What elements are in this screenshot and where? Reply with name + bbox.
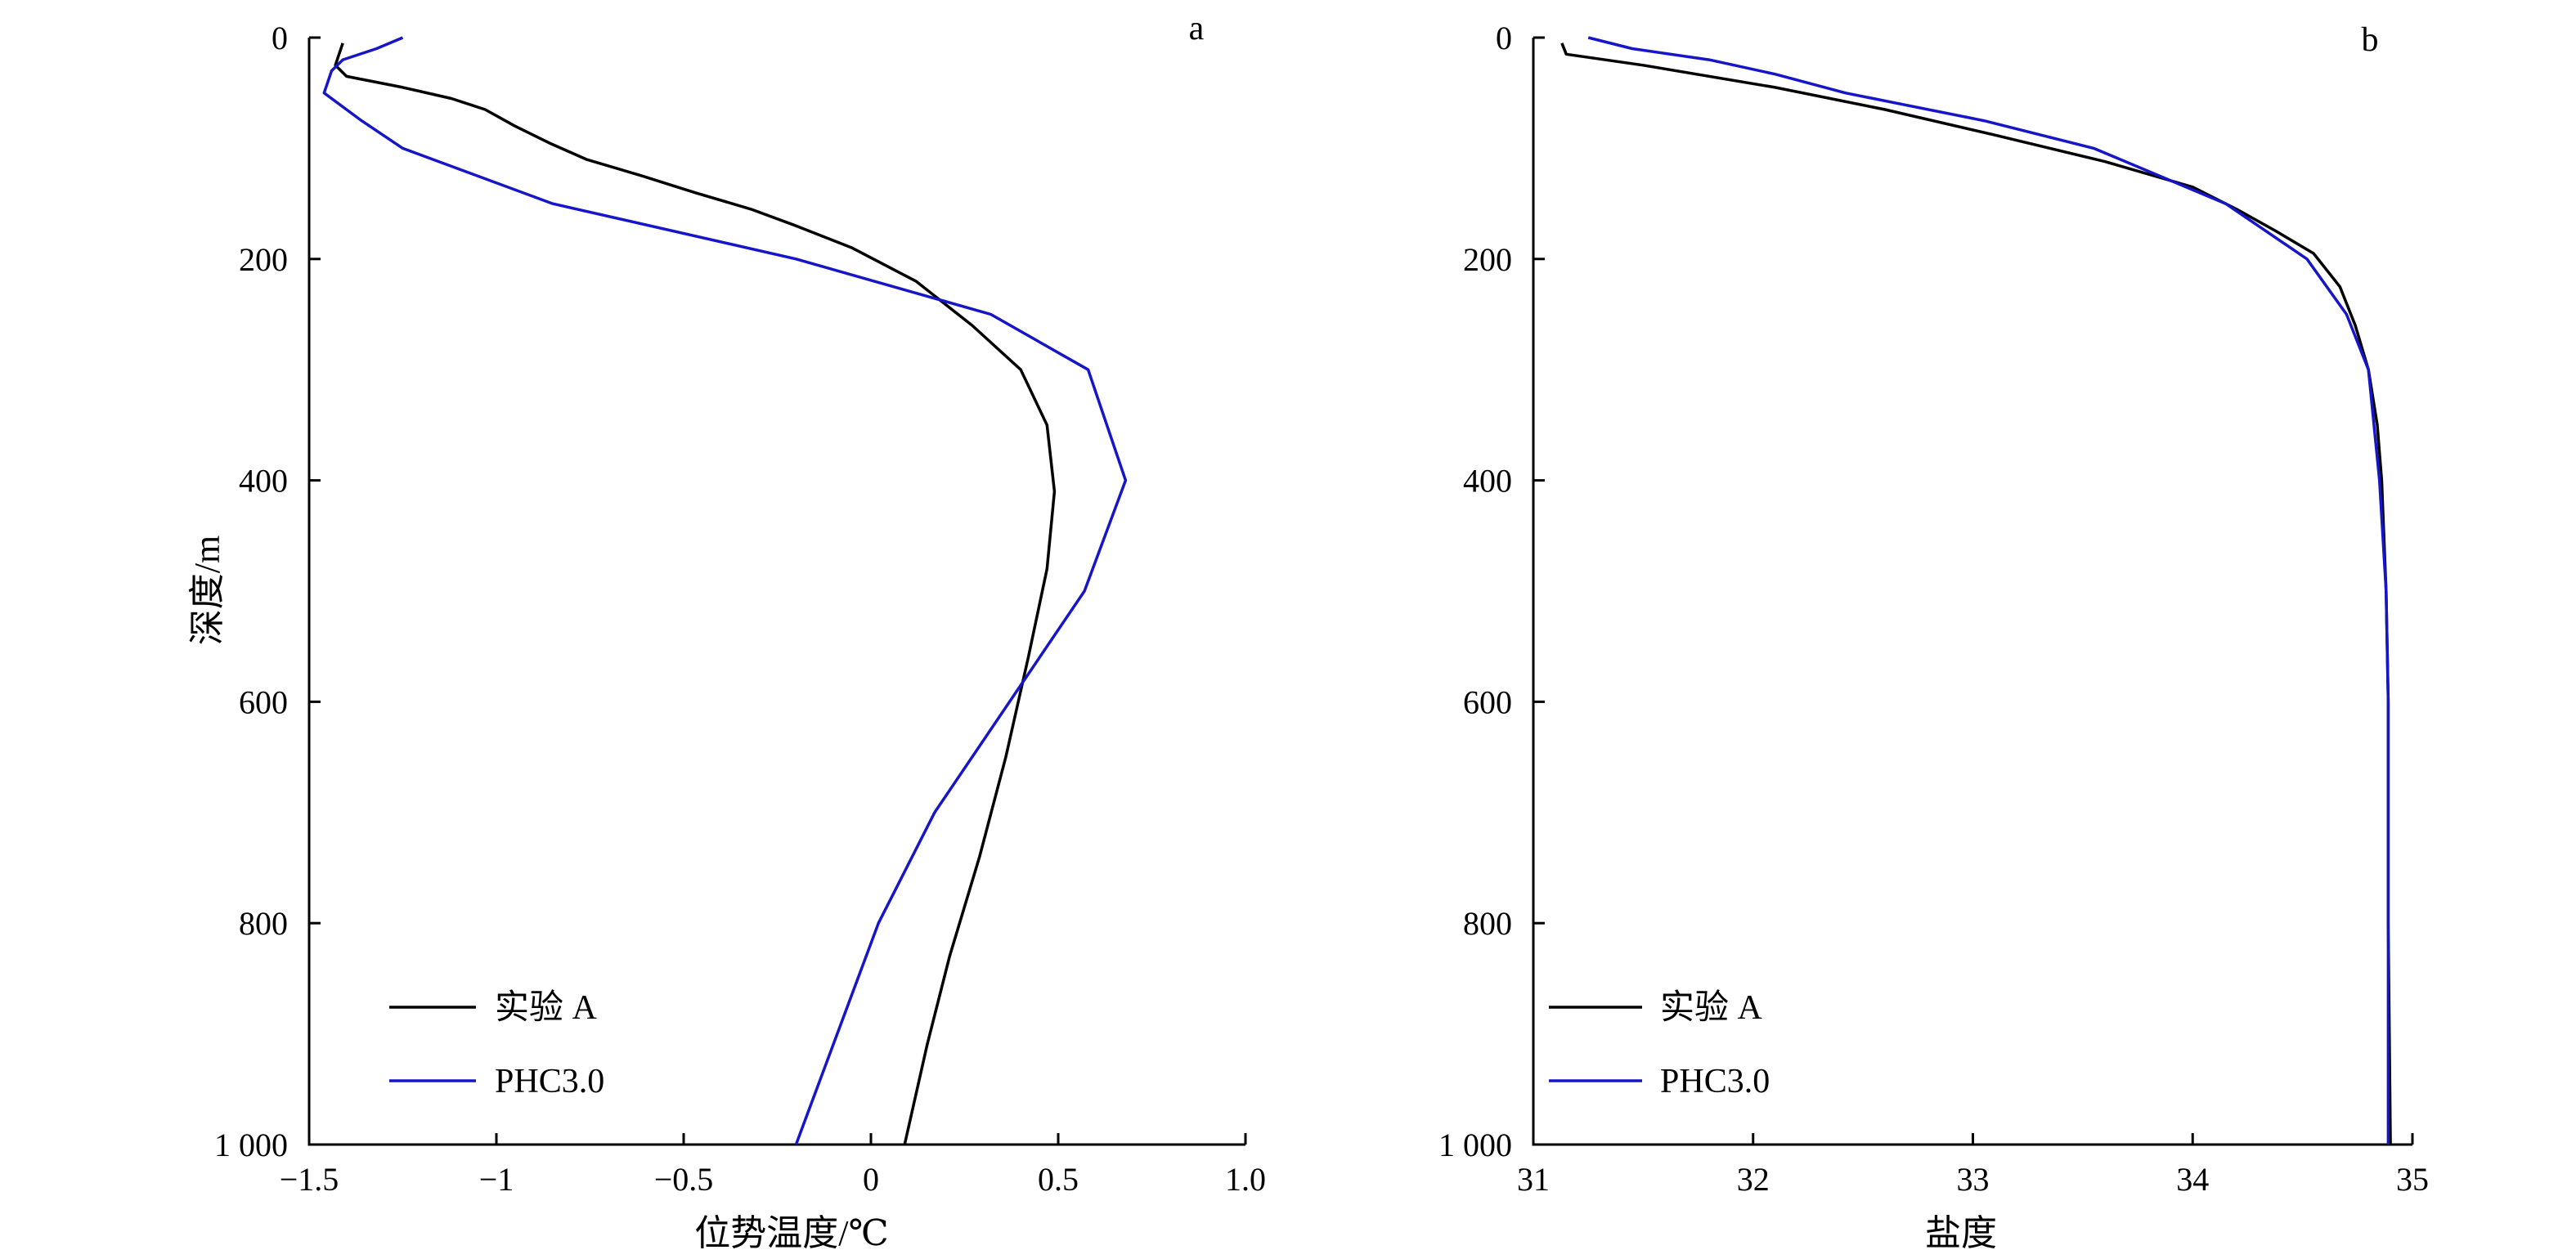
panel-b-xtick-label: 32 (1737, 1161, 1770, 1198)
panel-b-ytick-label: 1 000 (1438, 1127, 1512, 1163)
panel-b-ticks: 31 32 33 34 35 0 200 400 600 800 1 000 (1438, 20, 2429, 1198)
panel-a-ytick-label: 0 (272, 20, 288, 56)
panel-a-ylabel: 深度/m (187, 535, 227, 645)
panel-b-ytick-label: 400 (1463, 463, 1512, 500)
panel-b-xlabel: 盐度 (1925, 1213, 1997, 1253)
panel-b-salinity: 31 32 33 34 35 0 200 400 600 800 1 000 b 盐度 实验 A P… (1438, 20, 2429, 1253)
panel-a-ytick-label: 600 (239, 683, 288, 720)
panel-a-series-line-0 (334, 43, 1057, 1145)
panel-a-ytick-label: 400 (239, 463, 288, 500)
panel-a-ytick-label: 1 000 (214, 1127, 288, 1163)
panel-a-legend-label-0: 实验 A (495, 988, 598, 1027)
panel-b-ytick-label: 800 (1463, 905, 1512, 942)
panel-a-temperature: −1.5 −1 −0.5 0 0.5 1.0 0 200 400 600 800 1 000 a 位势… (187, 10, 1266, 1253)
panel-a-series-line-1 (322, 36, 1128, 1145)
panel-a-ytick-label: 800 (239, 905, 288, 942)
panel-b-series-line-1 (1587, 36, 2390, 1145)
panel-a-ytick-label: 200 (239, 241, 288, 278)
panel-b-xtick-label: 34 (2176, 1161, 2209, 1198)
panel-a-xtick-label: −1.5 (280, 1161, 339, 1198)
panel-a-ticks: −1.5 −1 −0.5 0 0.5 1.0 0 200 400 600 800 1 000 (214, 20, 1266, 1198)
panel-b-xtick-label: 33 (1957, 1161, 1990, 1198)
panel-a-xtick-label: −1 (479, 1161, 514, 1198)
panel-b-ytick-label: 600 (1463, 683, 1512, 720)
panel-a-xlabel: 位势温度/℃ (694, 1213, 888, 1253)
panel-b-label: b (2362, 21, 2379, 59)
panel-a-xtick-label: 0 (863, 1161, 879, 1198)
panel-b-axis-frame (1532, 38, 2412, 1146)
panel-a-axis-frame (307, 38, 1245, 1146)
panel-a-xtick-label: 1.0 (1225, 1161, 1266, 1198)
panel-b-legend: 实验 A PHC3.0 (1549, 988, 1770, 1100)
panel-b-xtick-label: 31 (1517, 1161, 1550, 1198)
panel-b-legend-label-1: PHC3.0 (1660, 1063, 1770, 1100)
panel-a-label: a (1189, 10, 1205, 47)
panel-b-legend-label-0: 实验 A (1660, 988, 1763, 1027)
panel-a-xtick-label: 0.5 (1038, 1161, 1079, 1198)
panel-b-series (1560, 36, 2392, 1145)
panel-a-legend: 实验 A PHC3.0 (389, 988, 604, 1100)
panel-a-series (322, 36, 1128, 1145)
panel-a-xtick-label: −0.5 (654, 1161, 714, 1198)
panel-b-ytick-label: 200 (1463, 241, 1512, 278)
panel-b-xtick-label: 35 (2396, 1161, 2429, 1198)
panel-b-ytick-label: 0 (1496, 20, 1512, 56)
panel-b-series-line-0 (1560, 43, 2392, 1145)
panel-a-legend-label-1: PHC3.0 (495, 1063, 604, 1100)
